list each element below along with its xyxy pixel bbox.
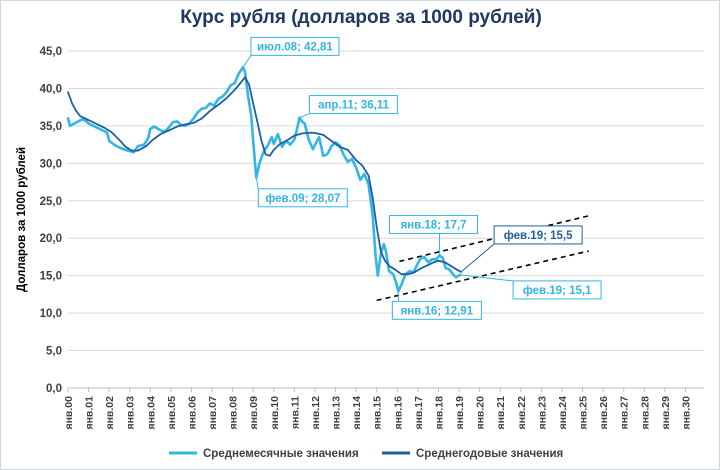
y-tick-label: 20,0 — [40, 233, 62, 245]
annotation-box — [257, 188, 348, 208]
annotation-box — [493, 225, 583, 245]
x-tick-label: янв.19 — [454, 396, 466, 430]
annotation-label: июл.08; 42,81 — [257, 41, 333, 53]
series-line-2 — [67, 76, 462, 276]
annotation-label: апр.11; 36,11 — [318, 100, 389, 112]
x-tick-label: янв.08 — [228, 396, 240, 430]
x-tick-label: янв.10 — [269, 396, 281, 430]
y-tick-label: 40,0 — [40, 83, 62, 95]
annotation-label: фев.19; 15,1 — [523, 285, 592, 297]
x-tick-label: янв.02 — [104, 396, 116, 430]
x-tick-label: янв.09 — [248, 396, 260, 430]
x-tick-label: янв.22 — [516, 396, 528, 430]
x-tick-label: янв.24 — [557, 396, 569, 430]
x-tick-label: янв.27 — [619, 396, 631, 430]
annotation-leader — [460, 274, 514, 282]
x-tick-label: янв.17 — [413, 396, 425, 430]
x-tick-label: янв.05 — [166, 396, 178, 430]
annotation-box — [512, 280, 602, 300]
annotation-box — [389, 214, 479, 234]
x-tick-label: янв.26 — [598, 396, 610, 430]
x-tick-label: янв.20 — [475, 396, 487, 430]
legend-label-1: Среднемесячные значения — [203, 448, 359, 460]
x-tick-label: янв.15 — [372, 396, 384, 430]
x-tick-label: янв.28 — [639, 396, 651, 430]
trend-line — [376, 250, 589, 302]
annotation-box — [250, 36, 340, 56]
x-tick-label: янв.14 — [351, 396, 363, 430]
y-tick-label: 35,0 — [40, 121, 62, 133]
x-tick-label: янв.03 — [125, 396, 137, 430]
x-tick-label: янв.29 — [660, 396, 672, 430]
y-tick-label: 10,0 — [40, 308, 62, 320]
x-tick-label: янв.04 — [145, 396, 157, 430]
x-tick-label: янв.01 — [84, 396, 96, 430]
x-tick-label: янв.21 — [495, 396, 507, 430]
y-tick-label: 15,0 — [40, 271, 62, 283]
x-tick-label: янв.25 — [578, 396, 590, 430]
y-tick-label: 45,0 — [40, 46, 62, 58]
y-tick-label: 0,0 — [46, 383, 62, 395]
x-tick-label: янв.00 — [63, 396, 75, 430]
annotation-label: фев.19; 15,5 — [504, 230, 573, 242]
x-tick-label: янв.12 — [310, 396, 322, 430]
annotation-label: фев.09; 28,07 — [265, 193, 340, 205]
x-tick-label: янв.07 — [207, 396, 219, 430]
annotation-leader — [299, 113, 310, 119]
legend-label-2: Среднегодовые значения — [416, 448, 563, 460]
x-tick-label: янв.06 — [186, 396, 198, 430]
y-tick-label: 5,0 — [46, 346, 62, 358]
annotation-box — [309, 95, 399, 115]
x-tick-label: янв.13 — [331, 396, 343, 430]
x-tick-label: янв.30 — [680, 396, 692, 430]
annotation-leader — [242, 55, 252, 68]
annotation-label: янв.16; 12,91 — [401, 305, 474, 317]
y-axis-label: Долларов за 1000 рублей — [16, 147, 28, 292]
x-tick-label: янв.23 — [536, 396, 548, 430]
y-tick-label: 30,0 — [40, 158, 62, 170]
annotation-box — [391, 300, 482, 320]
y-tick-label: 25,0 — [40, 196, 62, 208]
x-tick-label: янв.16 — [392, 396, 404, 430]
series-line-1 — [66, 66, 462, 293]
x-tick-label: янв.18 — [433, 396, 445, 430]
trend-line — [399, 215, 589, 263]
x-tick-label: янв.11 — [289, 396, 301, 429]
annotation-label: янв.18; 17,7 — [400, 219, 466, 231]
annotation-leader — [255, 177, 259, 189]
chart-title: Курс рубля (долларов за 1000 рублей) — [180, 7, 542, 28]
annotation-leader — [460, 243, 495, 273]
